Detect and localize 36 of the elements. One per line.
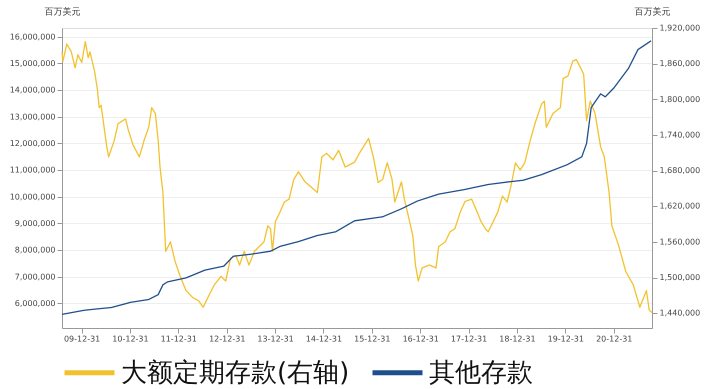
x-tick-label: 17-12-31 [450, 334, 488, 344]
y2-tick-label: 1,620,000 [660, 202, 700, 211]
x-tick-label: 09-12-31 [64, 334, 100, 344]
x-tick-label: 13-12-31 [257, 334, 294, 344]
y2-tick-label: 1,680,000 [660, 166, 700, 176]
x-tick-label: 18-12-31 [499, 334, 536, 344]
y-tick-label: 7,000,000 [14, 272, 56, 282]
y2-axis-title: 百万美元 [634, 6, 670, 18]
y2-tick-label: 1,740,000 [660, 130, 700, 140]
x-tick-label: 15-12-31 [354, 334, 390, 344]
y-tick-label: 9,000,000 [14, 218, 56, 228]
y2-tick-label: 1,800,000 [660, 94, 700, 104]
y-tick-label: 11,000,000 [10, 166, 56, 175]
y-tick-label: 15,000,000 [10, 58, 56, 68]
x-tick-label: 19-12-31 [548, 334, 584, 344]
y2-tick-label: 1,920,000 [660, 24, 700, 32]
legend-label: 大额定期存款(右轴) [121, 358, 350, 388]
y2-tick-label: 1,860,000 [660, 59, 700, 68]
x-tick-label: 12-12-31 [209, 334, 246, 344]
y-tick-label: 14,000,000 [10, 86, 56, 95]
x-tick-label: 16-12-31 [402, 334, 439, 344]
legend-label: 其他存款 [429, 358, 533, 388]
y-tick-label: 13,000,000 [10, 112, 56, 122]
y-tick-label: 10,000,000 [10, 192, 56, 202]
y2-tick-label: 1,500,000 [660, 273, 700, 282]
y-axis-title: 百万美元 [44, 6, 80, 18]
x-tick-label: 11-12-31 [160, 334, 197, 344]
y2-tick-label: 1,560,000 [660, 237, 700, 246]
y2-tick-label: 1,440,000 [660, 308, 700, 318]
y-tick-label: 6,000,000 [14, 298, 56, 308]
x-tick-label: 10-12-31 [112, 334, 149, 344]
x-tick-label: 20-12-31 [596, 334, 632, 344]
y-tick-label: 8,000,000 [14, 246, 56, 255]
x-tick-label: 14-12-31 [306, 334, 342, 344]
y-tick-label: 16,000,000 [10, 32, 56, 42]
y-tick-label: 12,000,000 [10, 138, 56, 148]
